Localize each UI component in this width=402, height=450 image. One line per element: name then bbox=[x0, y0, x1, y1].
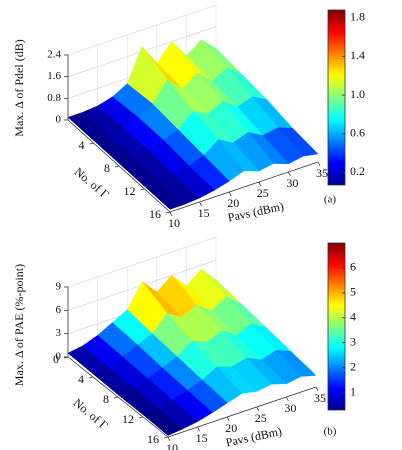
colorbar bbox=[327, 9, 346, 186]
x-tick-label: 4 bbox=[79, 138, 85, 152]
y-tick bbox=[169, 211, 173, 217]
colorbar-tick-label: 1 bbox=[350, 384, 356, 398]
colorbar-tick-label: 4 bbox=[350, 310, 356, 324]
x-tick-label: 8 bbox=[103, 392, 109, 406]
panel-label: (b) bbox=[324, 426, 337, 438]
y-axis bbox=[167, 386, 317, 438]
y-tick bbox=[288, 171, 291, 177]
y-tick-label: 35 bbox=[316, 166, 328, 180]
surface-cell bbox=[144, 181, 186, 210]
grid-line bbox=[67, 4, 217, 56]
colorbar-tick-label: 3 bbox=[350, 334, 356, 348]
z-tick-label: 3 bbox=[56, 327, 62, 339]
y-tick-label: 30 bbox=[284, 401, 296, 415]
y-tick-label: 10 bbox=[166, 441, 178, 450]
z-tick-label: 0 bbox=[56, 114, 62, 126]
y-tick-label: 20 bbox=[227, 196, 239, 210]
z-tick-label: 9 bbox=[56, 281, 62, 293]
z-axis-label: Max. Δ of Pdel (dB) bbox=[12, 39, 26, 136]
y-tick-label: 10 bbox=[168, 216, 180, 230]
x-tick bbox=[114, 165, 120, 168]
z-tick-label: 1.6 bbox=[47, 70, 61, 82]
x-tick-label: 12 bbox=[122, 412, 134, 426]
colorbar-tick-label: 5 bbox=[350, 285, 356, 299]
y-tick bbox=[228, 191, 232, 197]
x-tick bbox=[63, 356, 69, 359]
x-tick bbox=[138, 416, 144, 419]
x-tick bbox=[113, 396, 119, 399]
y-tick-label: 35 bbox=[314, 391, 326, 405]
panel-label: (a) bbox=[324, 194, 337, 206]
x-tick bbox=[88, 376, 94, 379]
z-tick-label: 6 bbox=[56, 304, 62, 316]
z-axis-label: Max. Δ of PAE (%-point) bbox=[12, 264, 26, 386]
y-tick-label: 30 bbox=[286, 176, 298, 190]
y-tick-label: 20 bbox=[225, 421, 237, 435]
y-tick bbox=[286, 396, 289, 402]
x-tick bbox=[140, 188, 145, 191]
grid-line bbox=[67, 236, 217, 288]
colorbar-tick-label: 2 bbox=[350, 359, 356, 373]
y-tick-label: 15 bbox=[196, 431, 208, 445]
y-tick bbox=[199, 201, 202, 207]
y-tick bbox=[167, 436, 171, 442]
y-tick bbox=[317, 161, 321, 167]
z-tick-label: 0 bbox=[56, 351, 62, 363]
colorbar-tick-label: 6 bbox=[350, 260, 356, 274]
z-tick-label: 2.4 bbox=[47, 49, 61, 61]
x-tick bbox=[163, 436, 169, 439]
y-tick bbox=[197, 426, 200, 432]
x-tick-label: 16 bbox=[147, 432, 159, 446]
y-tick bbox=[258, 181, 262, 187]
y-tick bbox=[315, 386, 319, 392]
y-tick-label: 25 bbox=[255, 411, 267, 425]
x-tick-label: 4 bbox=[78, 372, 84, 386]
x-tick-label: 0 bbox=[53, 352, 59, 366]
x-tick-label: 8 bbox=[104, 161, 110, 175]
x-tick-label: 12 bbox=[124, 184, 136, 198]
colorbar bbox=[327, 242, 346, 411]
y-tick bbox=[256, 406, 260, 412]
colorbar-tick-label: 1.8 bbox=[350, 9, 365, 23]
colorbar-tick-label: 0.6 bbox=[350, 126, 365, 140]
y-tick-label: 25 bbox=[257, 186, 269, 200]
x-tick bbox=[89, 142, 94, 145]
y-axis bbox=[169, 161, 319, 213]
x-tick bbox=[165, 211, 171, 214]
surface-cell bbox=[142, 407, 184, 436]
y-tick bbox=[226, 416, 230, 422]
y-tick-label: 15 bbox=[198, 206, 210, 220]
z-tick-label: 0.8 bbox=[47, 92, 61, 104]
colorbar-tick-label: 1.4 bbox=[350, 48, 365, 62]
x-tick-label: 16 bbox=[149, 207, 161, 221]
colorbar-tick-label: 0.2 bbox=[350, 164, 365, 178]
colorbar-tick-label: 1.0 bbox=[350, 87, 365, 101]
